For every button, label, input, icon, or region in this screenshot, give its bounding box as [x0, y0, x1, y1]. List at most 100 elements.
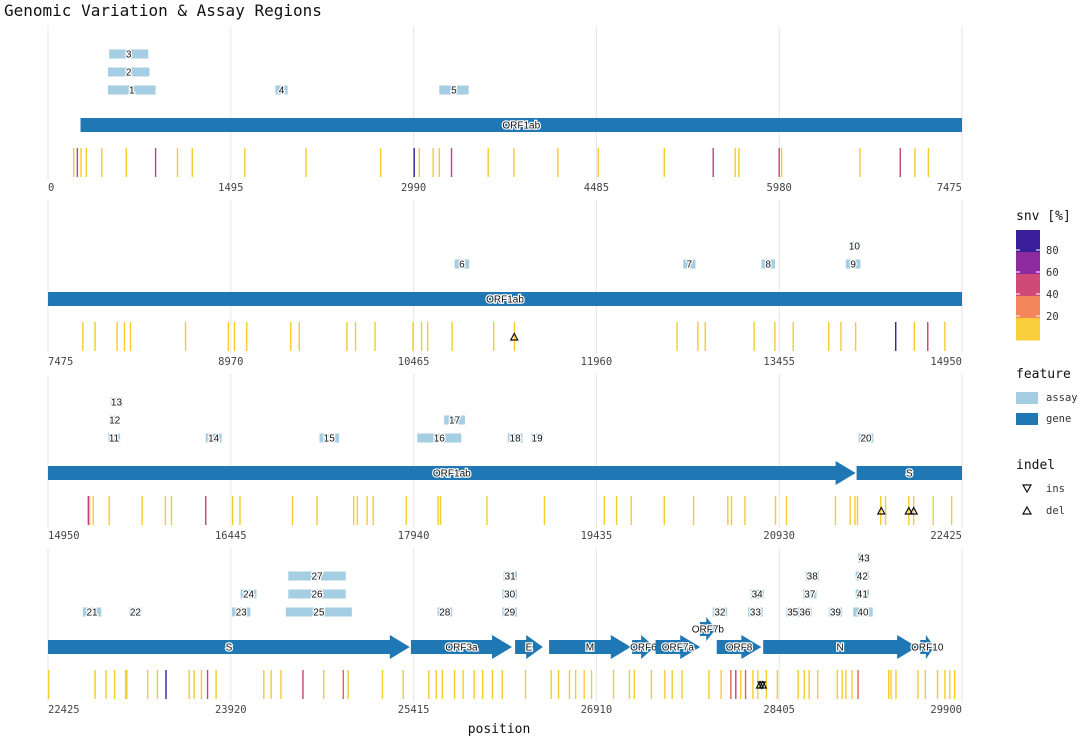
legend-gene-key	[1016, 413, 1038, 425]
assay-label: 27	[311, 572, 323, 583]
assay-label: 6	[459, 260, 465, 271]
gene-s	[856, 466, 962, 480]
snv-colorbar-tick-label: 60	[1046, 267, 1059, 279]
gene-label: ORF6	[630, 643, 657, 654]
assay-label: 41	[857, 590, 869, 601]
assay-label: 14	[208, 434, 220, 445]
legend-ins-triangle-down-icon	[1021, 484, 1033, 494]
assay-bar	[502, 589, 517, 599]
tick-label: 22425	[48, 704, 80, 716]
panel-3: 14950 16445 17940 19435 20930 22425 ORF1ab S 11 1…	[47, 374, 963, 542]
assay-label: 8	[765, 260, 771, 271]
assay-label: 26	[311, 590, 323, 601]
assay-label: 37	[804, 590, 816, 601]
assay-label: 25	[313, 608, 325, 619]
assay-bar	[110, 397, 123, 407]
gene-label: ORF1ab	[502, 121, 540, 132]
snv-colorbar-tick-label: 40	[1046, 289, 1059, 301]
assay-label: 5	[451, 86, 457, 97]
legend-feature-title: feature	[1016, 367, 1071, 382]
legend-gene-label: gene	[1046, 413, 1071, 425]
assay-bar	[798, 607, 812, 617]
tick-label: 11960	[581, 356, 613, 368]
assay-label: 15	[324, 434, 336, 445]
tick-label: 28405	[763, 704, 795, 716]
assay-bar	[439, 85, 469, 95]
assay-bar	[109, 415, 121, 425]
gene-m	[549, 635, 631, 659]
gene-label: ORF10	[911, 643, 944, 654]
assay-label: 35	[787, 608, 799, 619]
assay-bar	[107, 85, 156, 95]
gene-orf1ab	[48, 292, 962, 306]
assay-bar	[107, 433, 121, 443]
legend-assay-label: assay	[1046, 392, 1078, 404]
assay-bar	[232, 607, 251, 617]
chart-title: Genomic Variation & Assay Regions	[4, 1, 322, 20]
assay-label: 19	[532, 434, 544, 445]
assay-bar	[507, 433, 523, 443]
gene-orf7b	[699, 617, 716, 641]
tick-label: 16445	[215, 530, 247, 542]
assay-bar	[855, 589, 870, 599]
indel-del-mark	[876, 506, 886, 515]
tick-label: 7475	[48, 356, 73, 368]
assay-label: 20	[860, 434, 872, 445]
tick-label: 7475	[937, 182, 962, 194]
tick-label: 19435	[581, 530, 613, 542]
assay-label: 23	[236, 608, 248, 619]
gene-s	[48, 635, 410, 659]
assay-bar	[712, 607, 728, 617]
indel-del-mark	[758, 680, 768, 689]
gene-label: ORF8	[726, 643, 753, 654]
assay-bar	[858, 433, 874, 443]
assay-label: 18	[510, 434, 522, 445]
tick-label: 10465	[398, 356, 430, 368]
assay-bar	[855, 571, 870, 581]
assay-label: 22	[130, 608, 142, 619]
assay-label: 4	[279, 86, 285, 97]
assay-bar	[288, 571, 346, 581]
snv-colorbar-tick-label: 80	[1046, 245, 1059, 257]
gene-label: ORF7a	[662, 643, 695, 654]
gene-orf6	[632, 635, 655, 659]
x-axis-title: position	[468, 722, 531, 737]
indel-del-mark	[509, 332, 519, 341]
tick-label: 5980	[767, 182, 792, 194]
tick-label: 14950	[48, 530, 80, 542]
assay-bar	[845, 259, 861, 269]
assay-bar	[129, 607, 142, 617]
snv-colorbar	[1016, 230, 1040, 341]
assay-label: 43	[859, 554, 871, 565]
assay-label: 9	[850, 260, 856, 271]
assay-bar	[444, 415, 465, 425]
assay-bar	[319, 433, 340, 443]
assay-bar	[82, 607, 102, 617]
snv-colorbar-segment	[1016, 230, 1040, 253]
snv-colorbar-tick-label: 20	[1046, 311, 1059, 323]
assay-bar	[417, 433, 462, 443]
assay-bar	[853, 607, 873, 617]
assay-bar	[785, 607, 800, 617]
tick-label: 8970	[218, 356, 243, 368]
assay-label: 24	[243, 590, 255, 601]
tick-label: 14950	[930, 356, 962, 368]
assay-bar	[109, 49, 149, 59]
gene-orf10	[920, 635, 935, 659]
assay-bar	[858, 553, 871, 563]
assay-bar	[805, 571, 819, 581]
assay-bar	[107, 67, 150, 77]
legend-del-triangle-up-icon	[1021, 505, 1033, 515]
tick-label: 2990	[401, 182, 426, 194]
legend-del-label: del	[1046, 505, 1065, 517]
assay-label: 2	[126, 68, 132, 79]
assay-label: 39	[830, 608, 842, 619]
legend-indel-title: indel	[1016, 458, 1055, 473]
assay-label: 33	[750, 608, 762, 619]
snv-colorbar-segment	[1016, 274, 1040, 297]
assay-bar	[761, 259, 775, 269]
gene-orf3a	[410, 635, 513, 659]
assay-bar	[530, 433, 544, 443]
